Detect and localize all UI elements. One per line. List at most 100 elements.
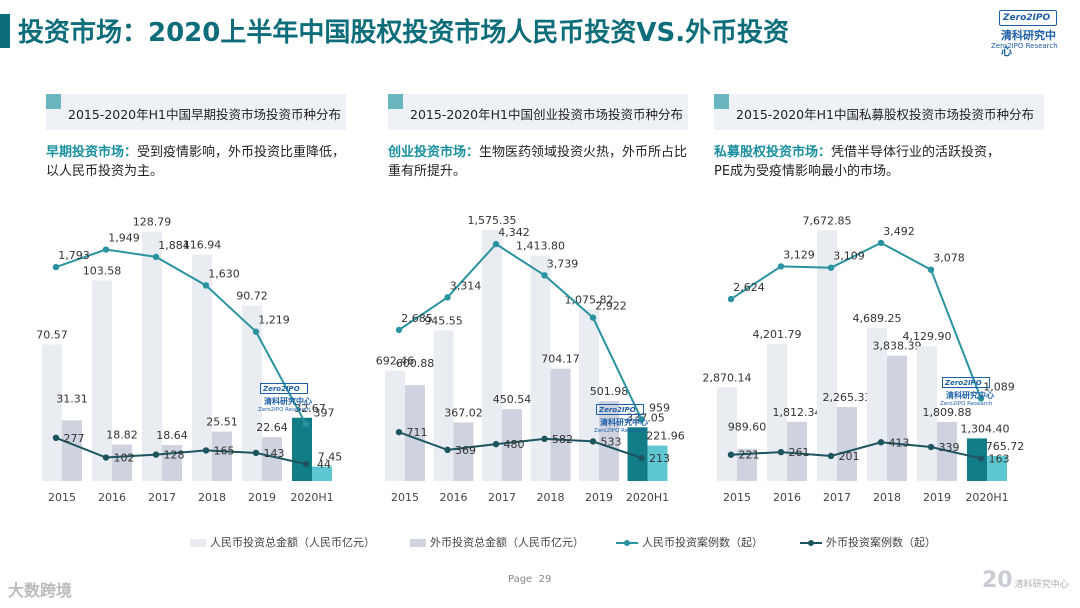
point-rmb-count <box>727 295 735 303</box>
point-label-rmb-count: 1,630 <box>208 267 240 280</box>
point-label-rmb-count: 4,342 <box>498 226 530 239</box>
panel-description: 私募股权投资市场：凭借半导体行业的活跃投资，PE成为受疫情影响最小的市场。 <box>714 145 1001 179</box>
x-tick-label: 2019 <box>585 491 613 504</box>
bar-label-fx: 1,812.34 <box>773 406 822 419</box>
bar-label-fx: 18.64 <box>156 429 188 442</box>
bar-label-rmb: 1,413.80 <box>516 240 565 253</box>
mini-logo: Zero2IPO 清科研究中心 Zero2IPO Research <box>940 377 994 407</box>
x-tick-label: 2016 <box>98 491 126 504</box>
point-fx-count <box>589 438 597 445</box>
bar-rmb-amount <box>767 343 787 481</box>
panel-subtitle-box: 2015-2020年H1中国早期投资市场投资币种分布 <box>46 94 346 130</box>
x-tick-label: 2017 <box>823 491 851 504</box>
bar-rmb-amount <box>433 330 454 481</box>
bar-label-fx: 367.02 <box>444 406 483 419</box>
bar-fx-amount <box>550 368 571 481</box>
bar-label-fx: 1,809.88 <box>923 406 972 419</box>
line-fx-count <box>55 436 307 466</box>
logo-cn: 清科研究中心 <box>1001 29 1056 58</box>
point-label-rmb-count: 3,109 <box>833 250 865 263</box>
bar-fx-amount <box>212 431 232 481</box>
legend-swatch <box>190 539 206 547</box>
point-fx-count <box>727 451 735 458</box>
point-label-fx-count: 102 <box>114 452 135 465</box>
legend-line <box>800 540 822 546</box>
point-label-fx-count: 711 <box>407 426 428 439</box>
point-fx-count <box>977 455 985 462</box>
bar-label-fx: 2,265.33 <box>823 391 872 404</box>
bar-label-rmb: 116.94 <box>183 239 222 252</box>
point-label-rmb-count: 1,884 <box>158 239 190 252</box>
bar-rmb-amount <box>192 254 212 481</box>
point-fx-count <box>777 448 785 456</box>
bar-label-rmb: 7,672.85 <box>803 214 852 227</box>
bar-rmb-amount <box>627 427 648 481</box>
bar-fx-amount <box>599 400 619 481</box>
point-rmb-count <box>877 239 885 247</box>
mini-logo: Zero2IPO 清科研究中心 Zero2IPO Research <box>258 383 312 413</box>
point-label-rmb-count: 3,739 <box>547 257 579 270</box>
panel-subtitle-box: 2015-2020年H1中国创业投资市场投资币种分布 <box>388 94 688 130</box>
bar-rmb-amount <box>530 255 551 481</box>
subtitle-marker <box>714 94 729 109</box>
point-label-rmb-count: 3,492 <box>883 225 915 238</box>
bar-label-fx: 450.54 <box>493 393 532 406</box>
point-fx-count <box>395 428 403 436</box>
panel-subtitle: 2015-2020年H1中国创业投资市场投资币种分布 <box>410 107 683 122</box>
point-label-rmb-count: 1,089 <box>983 380 1015 393</box>
point-label-fx-count: 277 <box>64 432 85 445</box>
point-label-fx-count: 163 <box>989 452 1010 465</box>
point-rmb-count <box>52 263 60 271</box>
x-tick-label: 2017 <box>148 491 176 504</box>
point-fx-count <box>638 454 645 462</box>
legend-fx-amount: 外币投资总金额（人民币亿元） <box>410 534 584 550</box>
point-label-fx-count: 369 <box>455 444 476 457</box>
point-label-rmb-count: 1,793 <box>58 249 90 262</box>
x-tick-label: 2020H1 <box>290 491 333 504</box>
bar-rmb-amount <box>817 230 837 481</box>
bar-fx-amount <box>453 422 474 481</box>
bar-label-rmb: 103.58 <box>83 264 122 277</box>
point-label-fx-count: 201 <box>839 450 860 463</box>
point-rmb-count <box>102 246 110 253</box>
point-rmb-count <box>777 263 785 270</box>
bar-label-fx: 31.31 <box>56 392 88 405</box>
page-title: 投资市场：2020上半年中国股权投资市场人民币投资VS.外币投资 <box>18 18 790 48</box>
panel-description: 早期投资市场：受到疫情影响，外币投资比重降低，以人民币投资为主。 <box>46 145 346 179</box>
x-tick-label: 2017 <box>488 491 516 504</box>
point-fx-count <box>927 443 935 451</box>
point-fx-count <box>202 447 210 454</box>
logo-badge: Zero2IPO <box>999 10 1057 26</box>
point-rmb-count <box>541 272 548 279</box>
point-rmb-count <box>638 416 645 423</box>
panel-early-stage: 2015-2020年H1中国早期投资市场投资币种分布 早期投资市场：受到疫情影响… <box>46 92 386 512</box>
point-label-fx-count: 582 <box>552 433 573 446</box>
bar-label-rmb: 2,870.14 <box>703 371 752 384</box>
point-label-fx-count: 143 <box>264 447 285 460</box>
point-rmb-count <box>202 282 210 289</box>
subtitle-marker <box>388 94 403 109</box>
bar-fx-amount <box>405 385 425 481</box>
point-fx-count <box>102 454 110 461</box>
point-fx-count <box>827 452 835 460</box>
chart-legend: 人民币投资总金额（人民币亿元） 外币投资总金额（人民币亿元） 人民币投资案例数（… <box>0 526 1080 556</box>
bar-label-rmb: 32.67 <box>294 402 326 415</box>
bar-label-fx: 704.17 <box>541 353 580 366</box>
bar-fx-amount <box>502 409 522 481</box>
point-fx-count <box>302 460 310 468</box>
point-fx-count <box>152 451 160 458</box>
point-label-rmb-count: 2,685 <box>401 312 433 325</box>
point-rmb-count <box>492 240 500 248</box>
bar-rmb-amount <box>292 417 312 481</box>
point-label-rmb-count: 3,078 <box>933 252 965 265</box>
bar-label-rmb: 4,201.79 <box>753 328 802 341</box>
point-fx-count <box>444 446 451 454</box>
footer-brand: 20 清科研究中心 <box>982 568 1069 593</box>
legend-line <box>616 540 638 546</box>
bar-fx-amount <box>737 448 757 481</box>
panel-private-equity: 2015-2020年H1中国私募股权投资市场投资币种分布 私募股权投资市场：凭借… <box>714 92 1054 512</box>
point-label-rmb-count: 959 <box>649 401 670 414</box>
bar-label-fx: 765.72 <box>986 440 1025 453</box>
logo-en: Zero2IPO Research <box>991 42 1058 50</box>
